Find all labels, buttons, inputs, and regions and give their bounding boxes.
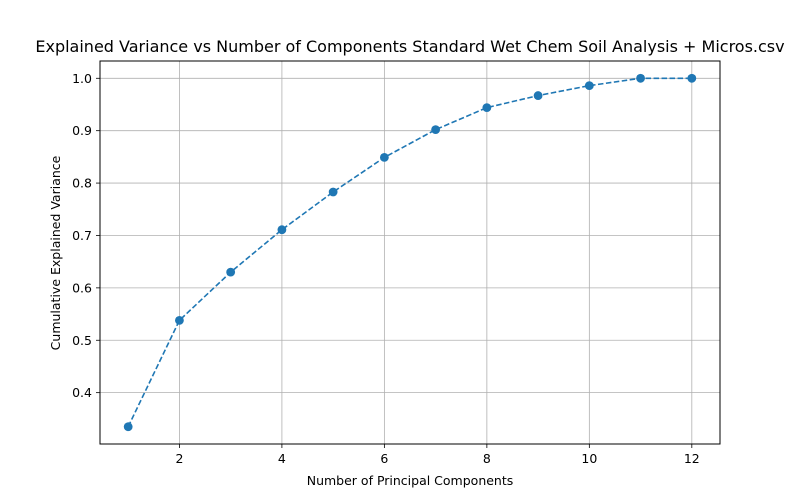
grid [100,61,720,444]
x-axis-ticks: 2 4 6 8 10 12 [175,444,700,466]
x-tick-label: 10 [581,451,597,466]
plot-frame [99,60,721,445]
data-point [226,267,236,277]
x-tick-label: 6 [380,451,388,466]
y-tick-label: 0.4 [72,385,92,400]
chart-title: Explained Variance vs Number of Componen… [35,37,784,56]
y-tick-label: 0.7 [72,228,92,243]
y-axis-ticks: 0.4 0.5 0.6 0.7 0.8 0.9 1.0 [72,71,100,400]
data-point [328,187,338,197]
data-point [482,103,492,113]
data-point [379,153,389,162]
x-tick-label: 4 [278,451,286,466]
y-axis-label: Cumulative Explained Variance [48,155,63,350]
x-tick-label: 8 [483,451,491,466]
data-point [636,73,645,83]
y-tick-label: 0.9 [72,123,92,138]
data-point [533,91,543,100]
data-point [584,81,594,91]
data-point [687,73,697,83]
y-tick-label: 1.0 [72,71,92,86]
data-point [431,125,441,135]
data-point [123,422,133,432]
data-point [175,315,184,325]
x-tick-label: 2 [175,451,183,466]
y-tick-label: 0.8 [72,176,92,191]
x-axis-label: Number of Principal Components [307,473,514,488]
y-tick-label: 0.5 [72,333,92,348]
y-tick-label: 0.6 [72,280,92,295]
data-point [277,225,287,235]
series-layer [123,73,697,432]
x-tick-label: 12 [684,451,700,466]
series-line [127,77,692,428]
